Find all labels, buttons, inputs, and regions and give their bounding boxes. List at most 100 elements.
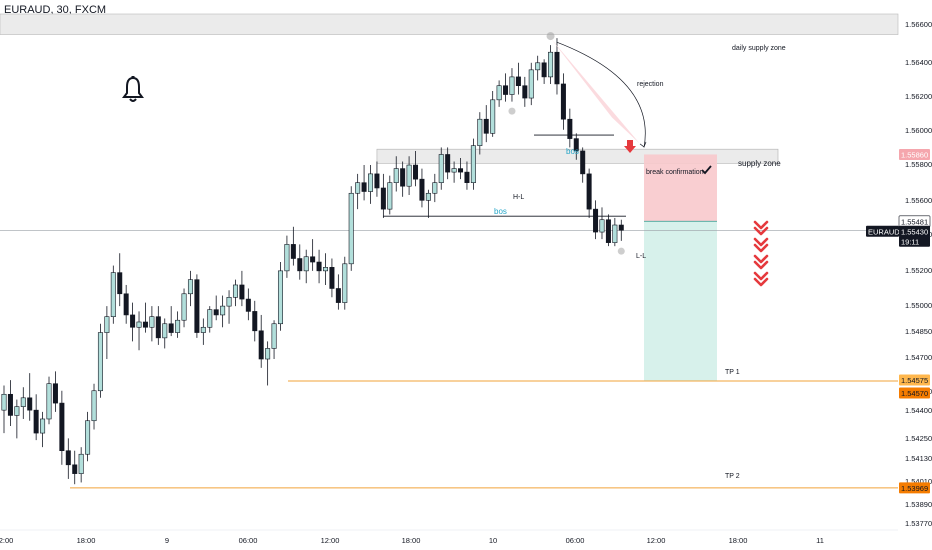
candle-body	[175, 319, 181, 333]
candle	[464, 161, 470, 190]
badge-bg	[866, 225, 899, 237]
candle-body	[59, 402, 65, 452]
candle	[104, 306, 110, 360]
candle	[451, 161, 457, 183]
candle	[348, 186, 354, 271]
time-tick-label: 12:00	[321, 536, 340, 545]
candle	[40, 411, 46, 448]
candle	[361, 165, 367, 201]
candle-body	[541, 62, 547, 78]
candle-body	[142, 321, 148, 328]
price-tick-label: 1.56600	[905, 20, 932, 29]
candle	[548, 45, 554, 84]
candle	[509, 68, 515, 102]
chevron-down-icon	[753, 237, 769, 253]
candle-body	[316, 261, 322, 272]
chevron-down-icon	[753, 220, 769, 236]
candle-body	[1, 393, 7, 411]
candle	[85, 411, 91, 462]
candle	[329, 258, 335, 298]
price-tick-label: 1.54400	[905, 406, 932, 415]
candle	[599, 207, 605, 240]
candle-body	[464, 171, 470, 183]
candle	[342, 256, 348, 310]
badge-bg	[899, 482, 930, 494]
candle	[322, 253, 328, 285]
annotations-layer: rejection daily supply zone supply zone bre…	[383, 32, 786, 480]
candle	[187, 270, 193, 307]
candle-body	[277, 270, 283, 325]
candle	[387, 175, 393, 215]
badge-label: 1.54575	[901, 376, 928, 385]
candle	[355, 173, 361, 210]
rejection-arrow-head	[639, 141, 647, 148]
candle	[368, 165, 374, 204]
candle-body	[85, 420, 91, 455]
candle-body	[361, 182, 367, 192]
candle-body	[207, 309, 213, 328]
candle-body	[400, 168, 406, 187]
candle-body	[220, 305, 226, 316]
candle-body	[599, 219, 605, 233]
candle-body	[618, 224, 624, 231]
candle	[168, 306, 174, 337]
candle-body	[535, 62, 541, 71]
candle	[432, 173, 438, 203]
candle	[207, 306, 213, 333]
candle	[483, 105, 489, 143]
candle	[380, 173, 386, 218]
symbol-title: EURAUD, 30, FXCM	[4, 4, 107, 16]
candle	[33, 394, 39, 441]
time-tick-label: 18:00	[402, 536, 421, 545]
candle-body	[117, 272, 123, 295]
candle-body	[560, 83, 566, 120]
candle-body	[393, 168, 399, 183]
bell-icon[interactable]	[122, 76, 144, 102]
candle	[258, 314, 264, 368]
candle-body	[477, 118, 483, 146]
ll-label: L-L	[636, 253, 646, 260]
candle	[316, 249, 322, 284]
candle-body	[200, 326, 206, 333]
candle-body	[612, 224, 618, 243]
price-badge-tp1: 1.54575	[899, 374, 930, 386]
break-confirmation-label: break confirmation	[646, 169, 704, 176]
time-tick-label: 18:00	[729, 536, 748, 545]
badge-label: 1.55481	[901, 217, 928, 226]
candle	[560, 73, 566, 130]
price-tick-label: 1.55200	[905, 266, 932, 275]
badge-label: 1.54570	[901, 389, 928, 398]
candle	[200, 318, 206, 345]
price-tick-label: 1.54850	[905, 327, 932, 336]
candle	[110, 265, 116, 324]
candle	[425, 189, 431, 218]
rejection-fill	[550, 38, 640, 144]
candle	[181, 288, 187, 328]
candle	[310, 239, 316, 271]
candle-body	[406, 164, 412, 187]
time-tick-label: 11	[816, 536, 824, 545]
candle	[528, 62, 534, 106]
candle	[284, 235, 290, 278]
price-badge-entry: 1.55481	[898, 215, 931, 228]
candle	[265, 341, 271, 386]
candle-body	[239, 284, 245, 300]
candle	[175, 311, 181, 338]
badge-bg	[899, 387, 930, 399]
candle	[503, 73, 509, 102]
tp2-label: TP 2	[725, 473, 740, 480]
candle-body	[20, 397, 26, 407]
candle-body	[490, 99, 496, 134]
candle	[117, 253, 123, 307]
candle-body	[181, 293, 187, 321]
daily-supply-zone	[0, 13, 899, 35]
candle-body	[451, 168, 457, 173]
candle	[490, 91, 496, 137]
candle-body	[573, 138, 579, 152]
candle-body	[27, 397, 33, 411]
candle-body	[438, 154, 444, 183]
badge-label: EURAUD	[868, 227, 900, 236]
price-badge-symbol: EURAUD	[866, 225, 900, 237]
candle	[535, 55, 541, 81]
